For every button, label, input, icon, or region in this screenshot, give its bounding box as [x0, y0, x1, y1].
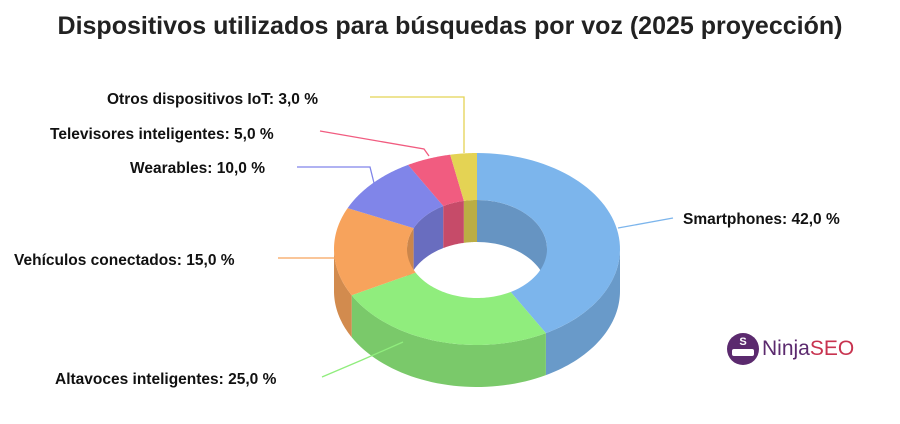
logo-letter: S — [739, 336, 747, 348]
outer-wall-altavoces-inteligentes — [351, 295, 546, 387]
slice-otros-dispositivos-iot[interactable] — [450, 153, 477, 201]
data-label-wearables: Wearables: 10,0 % — [130, 160, 265, 177]
ninja-logo-icon: S — [727, 333, 759, 365]
chart-title: Dispositivos utilizados para búsquedas p… — [57, 12, 843, 40]
slice-smartphones[interactable] — [477, 153, 620, 334]
leader-line-wearables — [297, 166, 375, 184]
slice-wearables[interactable] — [347, 164, 444, 229]
leader-line-otros-dispositivos-iot — [370, 96, 465, 153]
slice-vehiculos-conectados[interactable] — [334, 208, 416, 296]
slice-televisores-inteligentes[interactable] — [408, 154, 464, 207]
data-label-vehiculos-conectados: Vehículos conectados: 15,0 % — [14, 252, 235, 269]
data-label-smartphones: Smartphones: 42,0 % — [683, 211, 840, 228]
data-label-altavoces-inteligentes: Altavoces inteligentes: 25,0 % — [55, 371, 277, 388]
leader-line-smartphones — [617, 217, 674, 229]
leader-line-televisores-inteligentes — [319, 130, 430, 157]
data-label-otros-dispositivos-iot: Otros dispositivos IoT: 3,0 % — [107, 91, 318, 108]
outer-wall-vehiculos-conectados — [334, 249, 352, 338]
slice-altavoces-inteligentes[interactable] — [351, 272, 546, 345]
inner-wall-smartphones — [477, 200, 547, 291]
logo-text-ninja: Ninja — [762, 337, 810, 360]
ninjaseo-logo: S Ninja SEO — [727, 333, 854, 365]
data-label-televisores-inteligentes: Televisores inteligentes: 5,0 % — [50, 126, 274, 143]
outer-wall-smartphones — [545, 249, 620, 376]
inner-wall-wearables — [413, 206, 444, 271]
logo-text-seo: SEO — [809, 337, 855, 360]
leader-line-altavoces-inteligentes — [321, 341, 404, 378]
inner-wall-otros-dispositivos-iot — [463, 200, 477, 243]
inner-wall-televisores-inteligentes — [443, 200, 464, 249]
